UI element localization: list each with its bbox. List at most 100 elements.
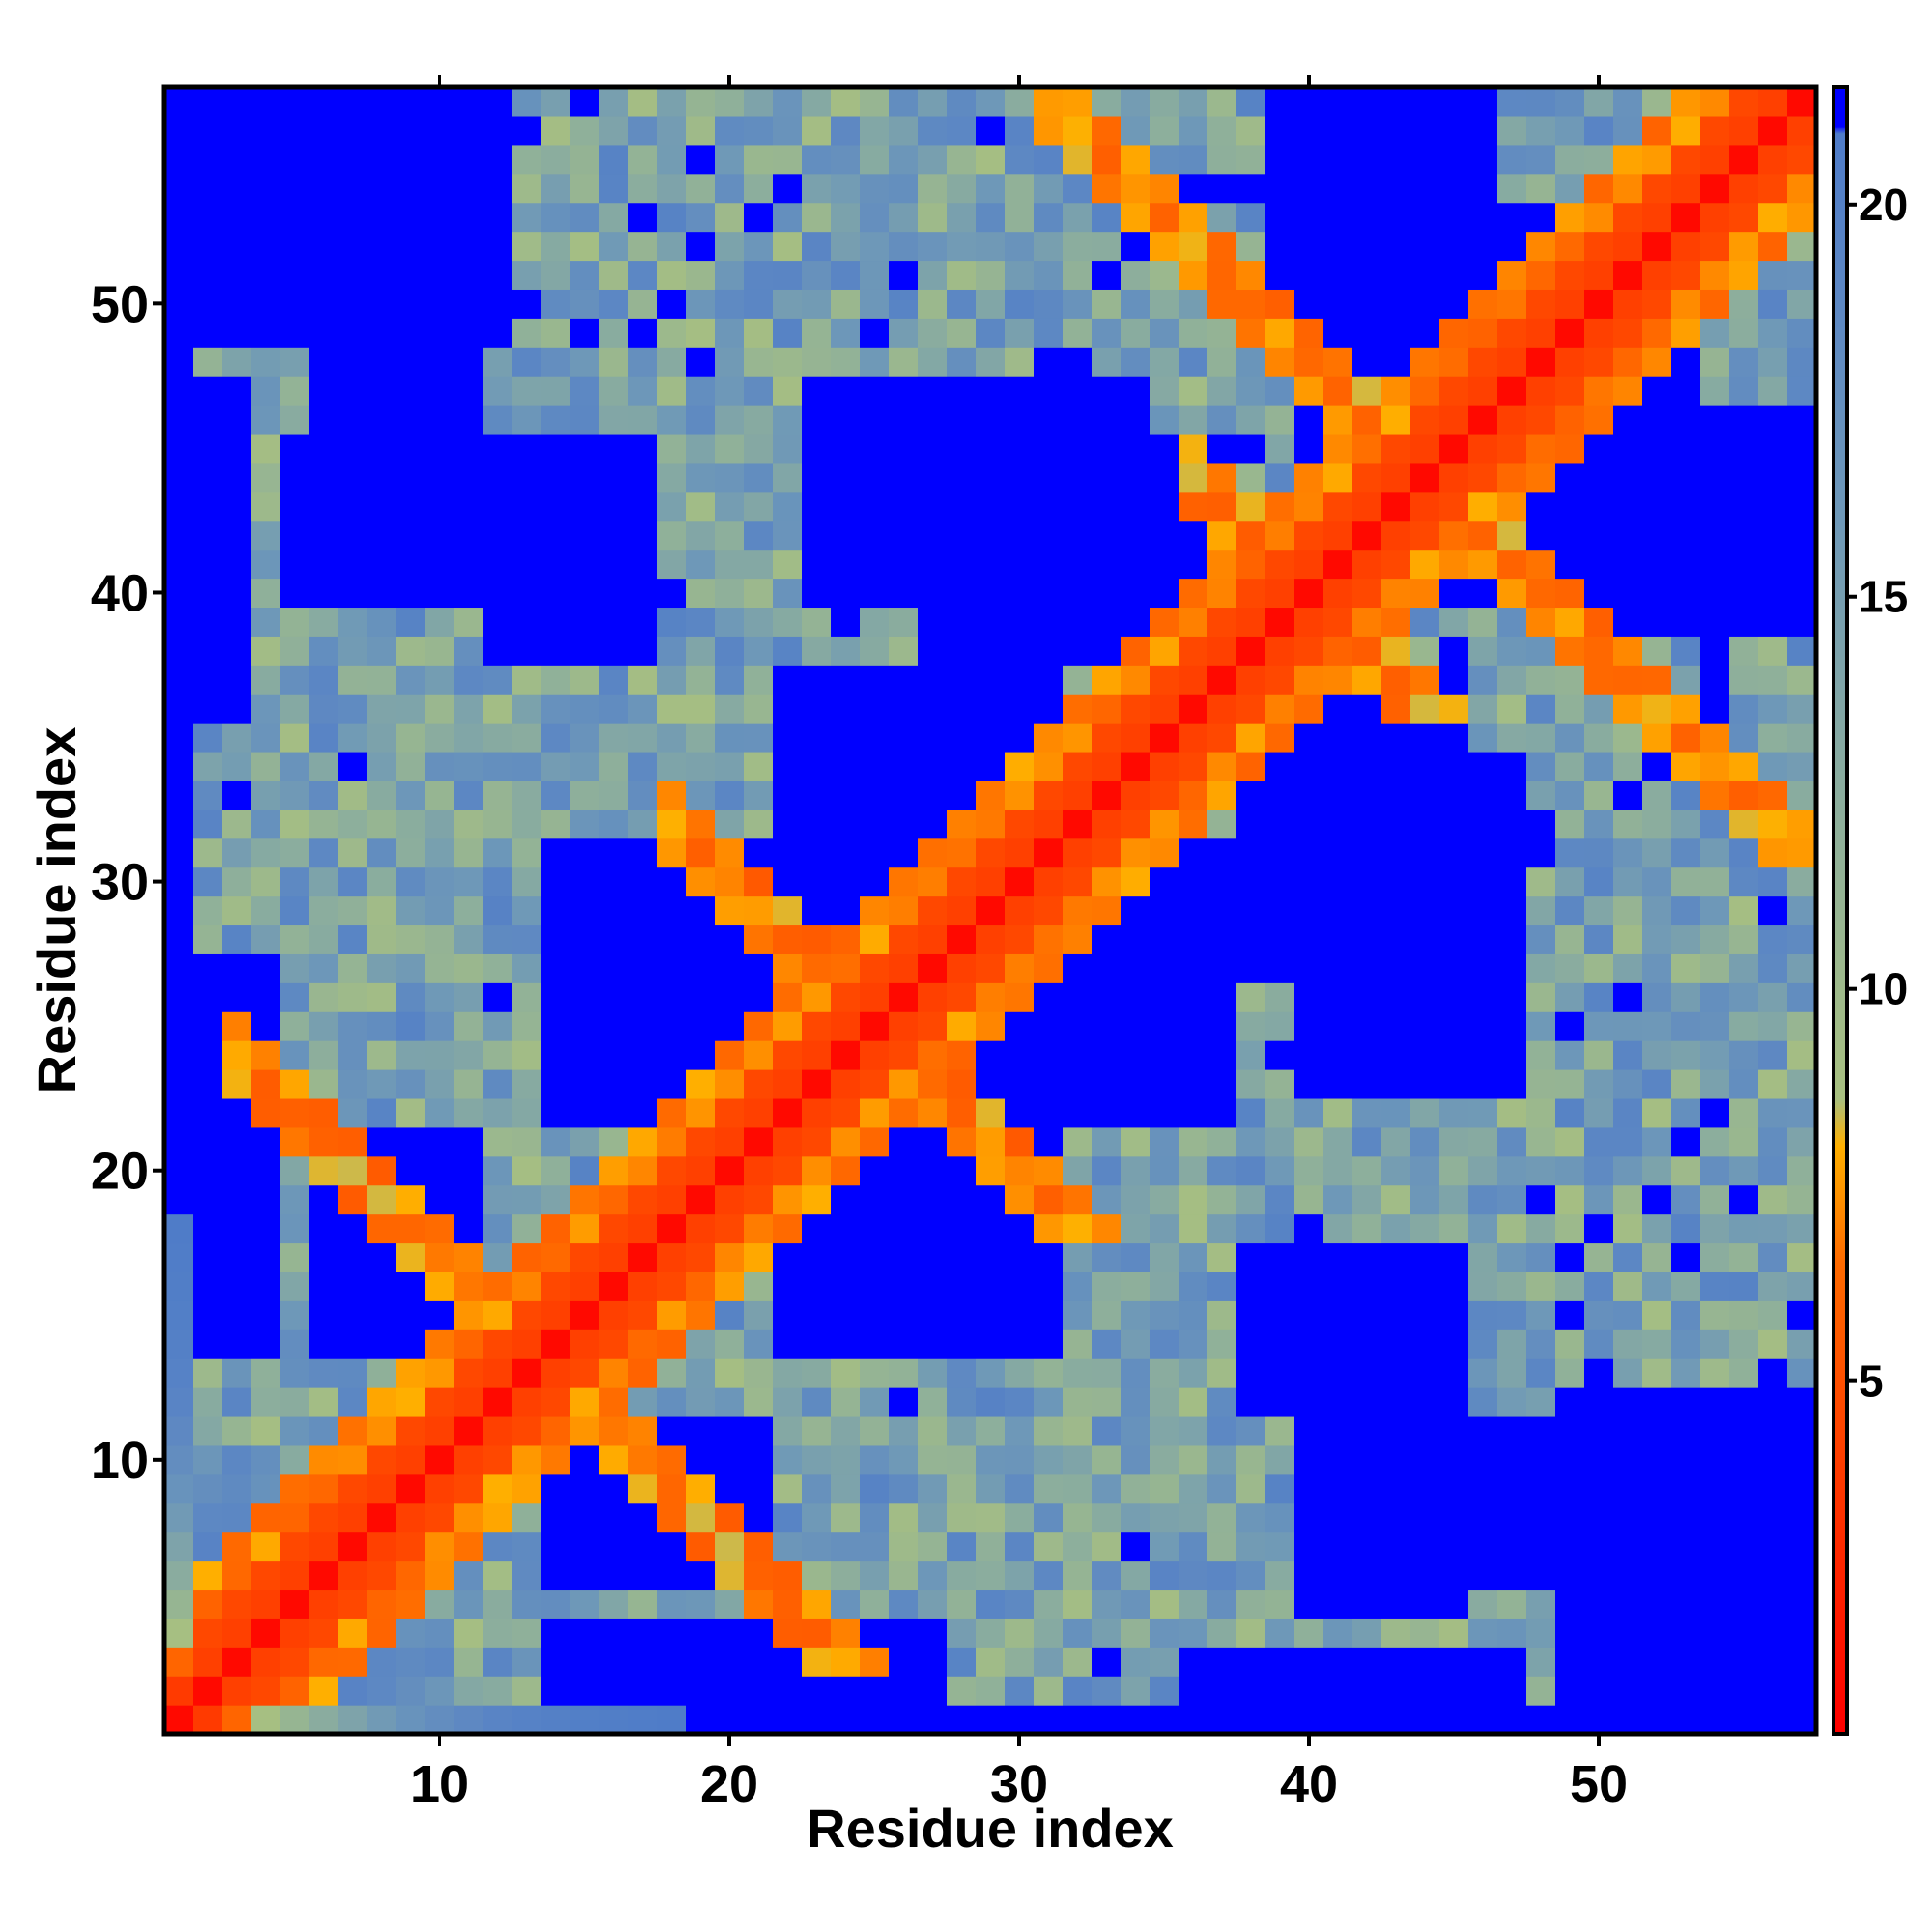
heatmap-cell	[1236, 1647, 1266, 1677]
heatmap-cell	[1729, 924, 1759, 954]
heatmap-cell	[164, 115, 194, 146]
heatmap-cell	[947, 1271, 977, 1301]
heatmap-cell	[1642, 1560, 1672, 1591]
heatmap-cell	[831, 318, 861, 348]
heatmap-cell	[541, 405, 571, 435]
heatmap-cell	[1526, 1358, 1556, 1388]
heatmap-cell	[1381, 1300, 1411, 1330]
heatmap-cell	[483, 115, 513, 146]
heatmap-cell	[512, 1155, 542, 1186]
heatmap-cell	[1323, 1040, 1353, 1070]
heatmap-cell	[1700, 982, 1730, 1012]
heatmap-cell	[715, 1300, 745, 1330]
heatmap-cell	[1526, 433, 1556, 464]
heatmap-cell	[657, 1271, 687, 1301]
heatmap-cell	[1468, 289, 1498, 319]
heatmap-cell	[1150, 838, 1179, 868]
heatmap-cell	[222, 1271, 252, 1301]
heatmap-cell	[1034, 1329, 1064, 1359]
heatmap-cell	[686, 665, 716, 695]
heatmap-cell	[164, 520, 194, 551]
heatmap-cell	[193, 1387, 223, 1417]
heatmap-cell	[483, 144, 513, 175]
heatmap-cell	[1092, 780, 1122, 810]
heatmap-cell	[512, 520, 542, 551]
heatmap-cell	[860, 1618, 890, 1648]
heatmap-cell	[1526, 318, 1556, 348]
heatmap-cell	[1584, 1213, 1614, 1244]
y-tick-label: 40	[91, 564, 149, 622]
heatmap-cell	[1236, 115, 1266, 146]
heatmap-cell	[483, 1358, 513, 1388]
heatmap-cell	[1063, 87, 1093, 117]
heatmap-cell	[1729, 578, 1759, 609]
heatmap-cell	[918, 1647, 948, 1677]
heatmap-cell	[1179, 1011, 1208, 1041]
heatmap-cell	[1671, 809, 1701, 839]
heatmap-cell	[1265, 1647, 1295, 1677]
heatmap-cell	[338, 751, 368, 781]
heatmap-cell	[1497, 1155, 1527, 1186]
heatmap-cell	[512, 1618, 542, 1648]
heatmap-cell	[1179, 1647, 1208, 1677]
heatmap-cell	[1758, 1040, 1788, 1070]
heatmap-cell	[541, 1069, 571, 1099]
heatmap-cell	[1700, 1213, 1730, 1244]
heatmap-cell	[1758, 1069, 1788, 1099]
heatmap-cell	[831, 1097, 861, 1128]
heatmap-cell	[715, 1502, 745, 1533]
heatmap-cell	[1034, 1560, 1064, 1591]
heatmap-cell	[1613, 607, 1643, 637]
heatmap-cell	[1642, 578, 1672, 609]
heatmap-cell	[1034, 838, 1064, 868]
heatmap-cell	[1063, 838, 1093, 868]
heatmap-cell	[976, 1618, 1006, 1648]
heatmap-cell	[1179, 895, 1208, 926]
heatmap-cell	[773, 694, 803, 724]
heatmap-cell	[367, 173, 397, 204]
heatmap-cell	[309, 1069, 339, 1099]
heatmap-cell	[1555, 1097, 1585, 1128]
heatmap-cell	[454, 809, 484, 839]
heatmap-cell	[1758, 895, 1788, 926]
heatmap-cell	[599, 405, 629, 435]
heatmap-cell	[1410, 115, 1440, 146]
heatmap-cell	[889, 115, 919, 146]
heatmap-cell	[802, 318, 832, 348]
heatmap-cell	[541, 953, 571, 983]
heatmap-cell	[483, 1589, 513, 1619]
heatmap-cell	[1729, 144, 1759, 175]
heatmap-cell	[1121, 1184, 1151, 1215]
heatmap-cell	[251, 1300, 281, 1330]
heatmap-cell	[367, 1011, 397, 1041]
heatmap-cell	[1729, 1618, 1759, 1648]
heatmap-cell	[1323, 1358, 1353, 1388]
heatmap-cell	[1092, 289, 1122, 319]
heatmap-cell	[1179, 405, 1208, 435]
heatmap-cell	[1179, 144, 1208, 175]
heatmap-cell	[425, 376, 455, 406]
heatmap-cell	[425, 1676, 455, 1706]
heatmap-cell	[512, 173, 542, 204]
heatmap-cell	[1729, 1155, 1759, 1186]
heatmap-cell	[1005, 1242, 1035, 1272]
heatmap-cell	[280, 809, 310, 839]
heatmap-cell	[1236, 665, 1266, 695]
heatmap-cell	[628, 1097, 658, 1128]
heatmap-cell	[251, 1213, 281, 1244]
heatmap-cell	[193, 982, 223, 1012]
heatmap-cell	[831, 982, 861, 1012]
heatmap-cell	[918, 520, 948, 551]
colorbar-gradient	[1833, 87, 1847, 1734]
heatmap-cell	[222, 144, 252, 175]
heatmap-cell	[222, 1473, 252, 1504]
heatmap-cell	[1092, 1126, 1122, 1157]
heatmap-cell	[744, 231, 774, 262]
heatmap-cell	[1092, 867, 1122, 897]
heatmap-cell	[744, 1126, 774, 1157]
heatmap-cell	[1294, 347, 1324, 377]
heatmap-cell	[599, 1502, 629, 1533]
heatmap-cell	[1092, 578, 1122, 609]
heatmap-cell	[1526, 144, 1556, 175]
heatmap-cell	[773, 87, 803, 117]
